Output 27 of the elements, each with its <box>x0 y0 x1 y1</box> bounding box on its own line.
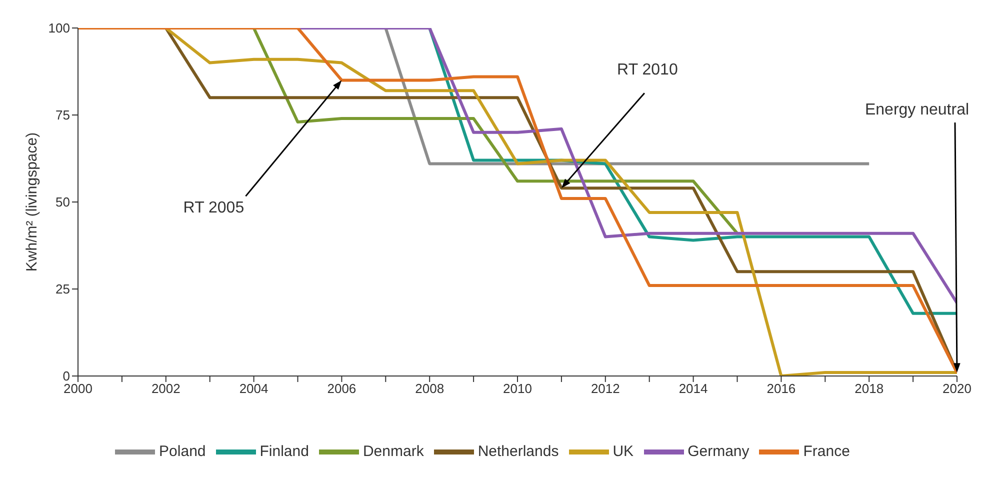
annotation: Energy neutral <box>864 102 970 119</box>
y-tick-label: 75 <box>56 108 70 123</box>
x-tick-label: 2000 <box>64 381 92 396</box>
x-tick-label: 2006 <box>327 381 356 396</box>
x-tick-label: 2010 <box>503 381 532 396</box>
x-tick-label: 2020 <box>942 381 972 396</box>
x-tick-label: 2002 <box>151 381 180 396</box>
x-tick-label: 2014 <box>678 381 708 396</box>
x-tick-label: 2016 <box>766 381 796 396</box>
legend-label: Poland <box>159 442 206 460</box>
legend-label: UK <box>612 442 634 460</box>
annotation: RT 2010 <box>617 61 678 78</box>
y-tick-label: 0 <box>62 368 70 384</box>
y-tick-label: 100 <box>48 20 70 36</box>
x-tick-label: 2018 <box>854 381 884 396</box>
y-axis-title: Kwh/m² (livingspace) <box>23 132 40 272</box>
legend-label: Finland <box>260 442 309 460</box>
annotation: RT 2005 <box>183 199 244 216</box>
x-tick-label: 2012 <box>590 381 620 396</box>
y-tick-label: 50 <box>56 194 70 210</box>
legend-label: Germany <box>688 442 750 460</box>
y-tick-label: 25 <box>56 282 70 297</box>
x-tick-label: 2008 <box>415 381 444 396</box>
legend-label: Denmark <box>362 442 424 460</box>
legend-label: Netherlands <box>478 442 559 460</box>
x-tick-label: 2004 <box>239 381 268 396</box>
legend-label: France <box>803 442 850 460</box>
